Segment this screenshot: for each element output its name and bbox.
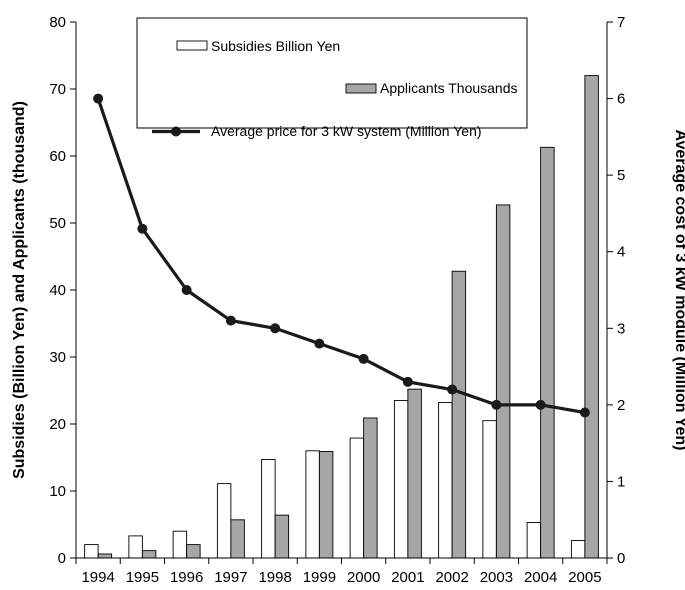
left-tick-label: 10 (49, 483, 66, 500)
applicants-bar-1994 (97, 553, 113, 559)
x-tick-label-1994: 1994 (81, 569, 114, 586)
subsidies-bar-2002 (438, 402, 453, 559)
price-point-1998 (270, 323, 281, 334)
legend-label-price: Average price for 3 kW system (Million Y… (211, 123, 482, 139)
applicants-bar-1998 (274, 514, 290, 559)
left-tick-label: 0 (58, 550, 66, 567)
applicants-bar-1997 (230, 519, 245, 559)
applicants-bar-2004 (540, 146, 555, 559)
subsidies-bar-1998 (261, 459, 276, 559)
subsidies-bar-1994 (84, 544, 99, 559)
applicants-bar-1995 (141, 550, 157, 559)
left-tick-label: 30 (49, 349, 66, 366)
price-line (96, 98, 586, 415)
right-axis-title: Average cost of 3 kW module (Million Yen… (672, 130, 685, 451)
legend-swatch-marker (171, 126, 181, 137)
subsidies-bar-2004 (526, 522, 542, 559)
right-tick-label: 4 (617, 244, 625, 261)
legend: Subsidies Billion Yen Applicants Thousand… (136, 17, 528, 139)
left-tick-label: 40 (49, 282, 66, 299)
price-point-1997 (225, 315, 236, 326)
subsidies-bar-1995 (128, 535, 143, 559)
subsidies-bar-2003 (482, 420, 497, 559)
legend-swatch-applicants (345, 83, 377, 94)
price-point-2002 (447, 384, 458, 395)
applicants-bar-2000 (363, 417, 378, 559)
left-tick-label: 70 (49, 81, 66, 98)
applicants-bar-2005 (584, 75, 599, 559)
right-tick-label: 2 (617, 397, 625, 414)
subsidies-bar-1996 (172, 530, 188, 559)
applicants-bar-1999 (318, 451, 334, 559)
left-axis-title: Subsidies (Billion Yen) and Applicants (… (11, 101, 28, 479)
legend-swatch-subsidies (176, 40, 208, 51)
x-tick-label-1998: 1998 (258, 569, 291, 586)
price-point-2001 (402, 376, 413, 387)
price-point-1995 (137, 223, 148, 234)
x-tick-label-2001: 2001 (391, 569, 424, 586)
x-tick-label-1997: 1997 (214, 569, 247, 586)
applicants-bar-2002 (451, 270, 467, 559)
x-tick-label-1995: 1995 (126, 569, 159, 586)
left-tick-label: 50 (49, 215, 66, 232)
legend-label-subsidies: Subsidies Billion Yen (211, 38, 340, 54)
applicants-bar-2003 (495, 204, 511, 559)
price-point-2004 (535, 399, 546, 410)
legend-label-applicants: Applicants Thousands (380, 80, 518, 96)
price-point-1996 (181, 285, 192, 295)
applicants-bar-2001 (407, 388, 422, 559)
right-tick-label: 6 (617, 91, 625, 108)
price-point-2000 (358, 353, 369, 364)
x-tick-label-2003: 2003 (480, 569, 513, 586)
x-tick-label-2000: 2000 (347, 569, 380, 586)
bar-layer (84, 75, 599, 559)
price-point-2005 (579, 407, 590, 418)
right-tick-label: 3 (617, 320, 625, 337)
price-point-2003 (491, 399, 502, 410)
left-tick-label: 60 (49, 148, 66, 165)
right-tick-label: 1 (617, 473, 625, 490)
x-tick-label-1996: 1996 (170, 569, 203, 586)
subsidies-bar-2000 (349, 437, 365, 559)
applicants-bar-1996 (186, 544, 201, 559)
x-tick-label-2004: 2004 (524, 569, 557, 586)
legend-box (136, 17, 528, 129)
subsidies-bar-1999 (305, 450, 320, 559)
line-layer (93, 93, 590, 418)
left-tick-label: 20 (49, 416, 66, 433)
right-tick-label: 0 (617, 550, 625, 567)
subsidies-bar-2001 (393, 400, 409, 559)
left-tick-label: 80 (49, 14, 66, 31)
subsidies-bar-1997 (216, 483, 232, 559)
x-tick-label-2002: 2002 (435, 569, 468, 586)
price-point-1994 (93, 93, 104, 104)
right-tick-label: 7 (617, 14, 625, 31)
subsidies-bar-2005 (570, 540, 586, 559)
tick-layer: 0 10 20 30 40 50 60 70 80 0 1 2 3 4 5 6 7 1994 1995 1996 199… (49, 14, 625, 586)
x-tick-label-2005: 2005 (568, 569, 601, 586)
price-point-1999 (314, 338, 325, 349)
x-tick-label-1999: 1999 (303, 569, 336, 586)
right-tick-label: 5 (617, 167, 625, 184)
